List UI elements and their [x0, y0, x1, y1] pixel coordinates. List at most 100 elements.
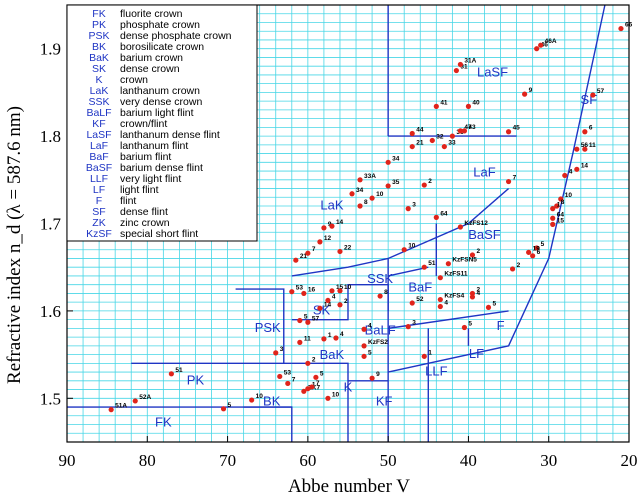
- legend-description: dense phosphate crown: [120, 30, 232, 42]
- region-label-bk: BK: [263, 393, 281, 408]
- glass-point: [337, 248, 343, 255]
- legend-description: special short flint: [120, 228, 198, 240]
- legend-code: BaLF: [86, 107, 111, 119]
- glass-point: [550, 206, 556, 212]
- glass-point: [574, 146, 580, 152]
- glass-point-label: 12: [324, 235, 332, 242]
- glass-point: [437, 296, 443, 303]
- glass-point: [361, 353, 367, 359]
- glass-point: [357, 203, 363, 209]
- glass-point-label: KzFS11: [444, 271, 468, 278]
- legend-description: crown: [120, 74, 148, 86]
- glass-point: [108, 407, 114, 413]
- glass-point: [305, 319, 311, 325]
- legend-code: LaSF: [86, 129, 111, 141]
- legend-code: ZK: [92, 217, 105, 229]
- y-tick-label: 1.9: [40, 40, 61, 59]
- glass-point-label: 7: [292, 376, 296, 383]
- glass-point: [437, 303, 443, 310]
- glass-point-label: 9: [376, 371, 380, 378]
- glass-point-label: 8: [561, 199, 565, 206]
- legend-description: fluorite crown: [120, 8, 183, 20]
- glass-point-label: KzFS2: [368, 339, 388, 346]
- glass-point: [530, 253, 536, 259]
- glass-point: [509, 266, 516, 272]
- glass-point: [168, 371, 174, 377]
- glass-point-label: 2: [476, 286, 480, 293]
- glass-point: [289, 289, 295, 295]
- glass-point: [361, 343, 367, 349]
- glass-point-label: 7: [312, 246, 316, 253]
- glass-point: [461, 128, 468, 134]
- region-label-balf: BaLF: [365, 322, 396, 337]
- glass-point-label: 14: [324, 301, 332, 308]
- glass-point-label: 19: [533, 245, 541, 252]
- legend-code: BaF: [89, 151, 108, 163]
- glass-point: [534, 245, 540, 251]
- glass-point: [337, 288, 343, 294]
- glass-point-label: 57: [597, 88, 605, 95]
- glass-point: [457, 224, 463, 230]
- glass-point-label: 4: [340, 331, 344, 338]
- glass-point-label: 31: [460, 64, 468, 71]
- legend-description: lanthanum dense flint: [120, 129, 220, 141]
- glass-point: [445, 261, 451, 267]
- glass-point-label: 53: [296, 285, 304, 292]
- glass-point: [369, 195, 375, 201]
- region-label-llf: LLF: [425, 364, 447, 379]
- glass-point-label: 1: [428, 349, 432, 356]
- glass-point-label: 5: [493, 300, 497, 307]
- glass-point-label: 9: [328, 221, 332, 228]
- glass-point-label: 3: [412, 320, 416, 327]
- legend-description: lanthanum flint: [120, 140, 188, 152]
- region-boundary: [235, 288, 285, 364]
- region-label-kf: KF: [376, 393, 393, 408]
- x-tick-label: 70: [219, 451, 236, 470]
- region-label-f: F: [497, 318, 505, 333]
- legend-code: LaK: [90, 85, 109, 97]
- glass-point: [317, 239, 323, 245]
- region-label-fk: FK: [155, 414, 172, 429]
- legend-code: FK: [92, 8, 105, 20]
- glass-point: [305, 360, 311, 366]
- legend-description: phosphate crown: [120, 19, 200, 31]
- glass-point-label: 4: [332, 293, 336, 300]
- glass-point-label: 2: [517, 262, 521, 269]
- glass-point: [558, 196, 564, 202]
- glass-point: [305, 386, 311, 392]
- glass-point: [313, 374, 319, 380]
- glass-point-label: 46A: [545, 38, 557, 45]
- glass-point-label: 46: [541, 42, 549, 49]
- glass-point-label: 7: [316, 380, 320, 387]
- glass-point-label: 44: [416, 126, 424, 133]
- glass-point-label: KzFS4: [444, 293, 464, 300]
- legend-description: zinc crown: [120, 217, 170, 229]
- glass-point-label: 10: [565, 192, 573, 199]
- glass-point-label: 4: [444, 300, 448, 307]
- x-tick-label: 80: [139, 451, 156, 470]
- glass-point: [273, 350, 279, 356]
- glass-point-label: 14: [336, 219, 344, 226]
- glass-point-label: 31A: [464, 57, 476, 64]
- glass-point-label: 2: [312, 356, 316, 363]
- glass-point-label: KzFS12: [464, 220, 488, 227]
- glass-point: [437, 275, 443, 281]
- glass-point: [449, 133, 455, 139]
- glass-point: [297, 339, 303, 345]
- region-label-bak: BaK: [320, 347, 345, 362]
- glass-point: [405, 324, 411, 330]
- glass-point-label: 4: [569, 168, 573, 175]
- legend-description: barium flint: [120, 151, 171, 163]
- legend-code: BK: [92, 41, 106, 53]
- region-label-k: K: [344, 379, 353, 394]
- glass-point: [469, 294, 476, 300]
- glass-point: [550, 221, 556, 227]
- glass-point: [361, 326, 367, 332]
- legend-code: KzSF: [86, 228, 112, 240]
- y-tick-label: 1.8: [40, 127, 61, 146]
- glass-point: [522, 91, 528, 97]
- region-label-pk: PK: [187, 372, 205, 387]
- legend-description: dense crown: [120, 63, 180, 75]
- glass-point: [309, 384, 315, 390]
- legend-code: SK: [92, 63, 106, 75]
